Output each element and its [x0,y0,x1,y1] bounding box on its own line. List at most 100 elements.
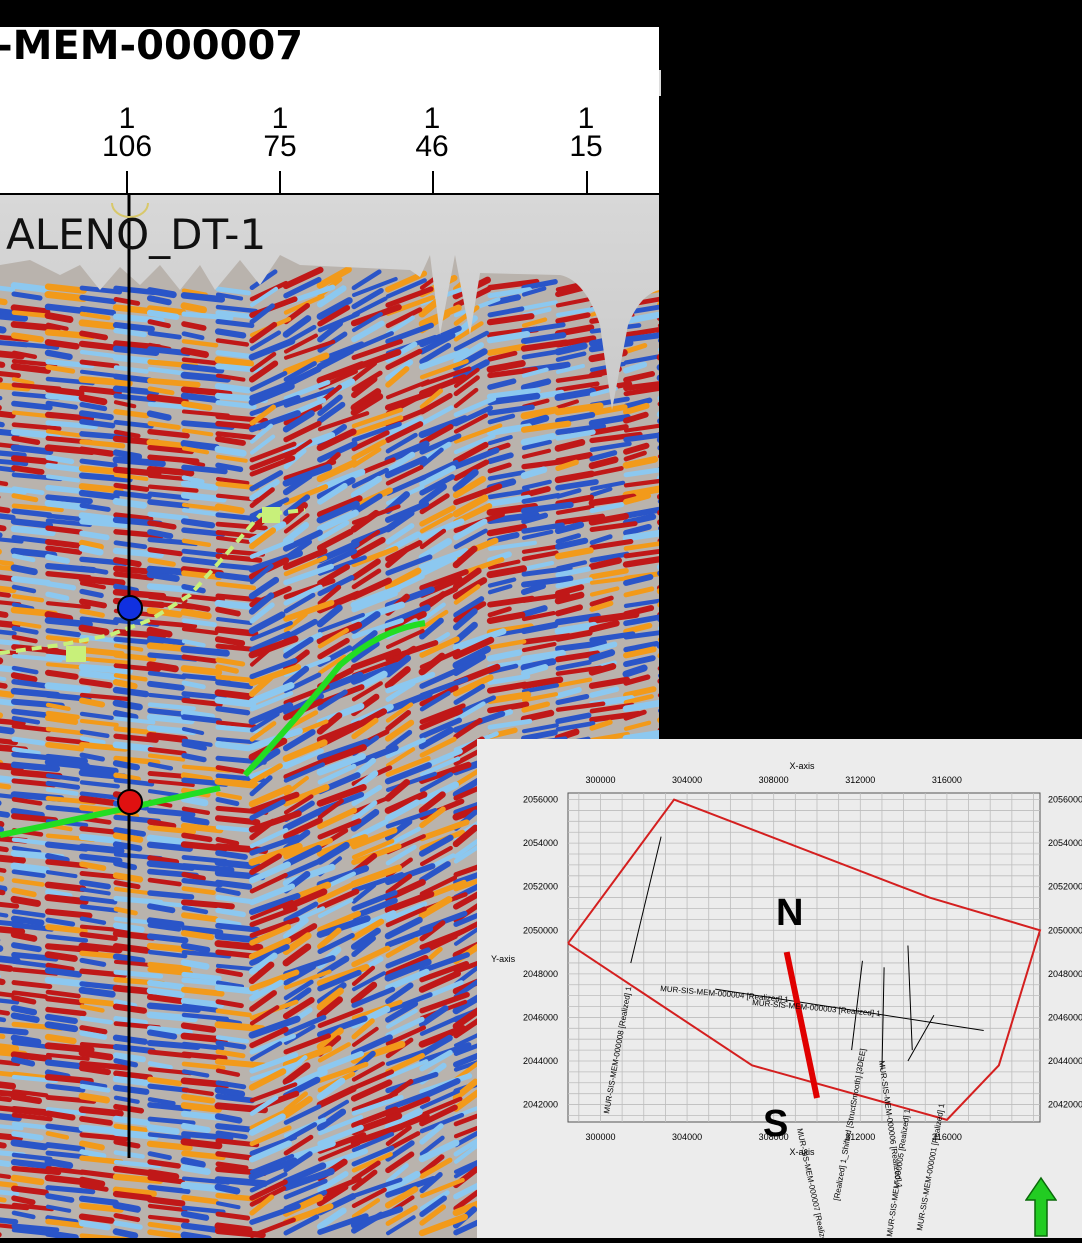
reflector-segment [184,902,232,906]
reflector-segment [218,1096,252,1100]
reflector-segment [150,313,176,317]
trace-header-row2: 106 [92,133,162,161]
reflector-segment [150,684,182,688]
reflector-segment [184,915,215,919]
trace-axis [0,165,659,195]
trace-header-46: 1 46 [397,105,467,161]
y-tick-label: 2046000 [523,1012,558,1022]
reflector-segment [116,1194,149,1198]
reflector-segment [48,980,84,984]
reflector-segment [48,1234,76,1238]
reflector-segment [218,682,250,686]
y-tick-label: 2050000 [523,925,558,935]
reflector-segment [82,1110,120,1114]
y-tick-label: 2042000 [1048,1100,1082,1110]
reflector-segment [150,575,176,579]
reflector-segment [0,1045,16,1049]
reflector-segment [150,991,181,995]
horizon-pick [262,507,280,523]
reflector-segment [150,1033,174,1037]
reflector-segment [82,990,112,994]
reflector-segment [48,745,81,749]
reflector-segment [82,837,118,841]
reflector-segment [82,673,117,677]
reflector-segment [82,450,111,454]
trace-header-75: 1 75 [245,105,315,161]
reflector-segment [184,396,217,400]
reflector-segment [184,819,206,823]
well-marker-top [118,596,142,620]
reflector-segment [116,745,151,749]
reflector-segment [48,927,85,931]
reflector-segment [184,717,219,721]
reflector-segment [218,1025,262,1029]
reflector-segment [48,307,82,311]
reflector-segment [82,1199,116,1203]
reflector-segment [116,946,147,950]
reflector-segment [184,559,218,563]
reflector-segment [116,1079,147,1083]
y-tick-label: 2050000 [1048,925,1082,935]
reflector-segment [48,503,84,507]
reflector-segment [14,711,49,715]
reflector-segment [218,853,245,857]
y-tick-label: 2054000 [523,838,558,848]
reflector-segment [14,890,34,894]
trace-header-106: 1 106 [92,105,162,161]
reflector-segment [14,404,50,408]
reflector-segment [0,1082,13,1086]
plot-area [568,793,1040,1122]
reflector-segment [218,639,242,643]
reflector-segment [14,367,48,371]
reflector-segment [82,333,105,337]
reflector-segment [14,579,48,583]
trace-header-row2: 15 [551,133,621,161]
reflector-segment [150,502,187,506]
trace-header-15: 1 15 [551,105,621,161]
reflector-segment [14,1016,36,1020]
reflector-segment [82,1180,102,1184]
reflector-segment [184,404,209,408]
y-tick-label: 2046000 [1048,1012,1082,1022]
reflector-segment [184,1142,219,1146]
reflector-segment [82,398,104,402]
north-marker: N [776,892,803,935]
reflector-segment [48,885,83,889]
reflector-segment [48,316,70,320]
reflector-segment [184,1105,219,1109]
reflector-segment [82,701,102,705]
x-tick-label: 312000 [845,775,875,785]
reflector-segment [48,970,79,974]
reflector-segment [82,1096,107,1100]
reflector-segment [14,1008,34,1012]
reflector-segment [150,1199,182,1203]
reflector-segment [218,700,253,704]
reflector-segment [184,484,215,488]
reflector-segment [116,690,146,694]
reflector-segment [14,1178,41,1182]
reflector-segment [82,493,116,497]
reflector-segment [218,883,249,887]
reflector-segment [218,1090,242,1094]
reflector-segment [218,449,243,453]
reflector-segment [48,353,70,357]
reflector-segment [48,542,81,546]
reflector-segment [116,713,135,717]
reflector-segment [218,744,249,748]
reflector-segment [82,1068,108,1072]
y-tick-label: 2044000 [1048,1056,1082,1066]
up-arrow-icon [1025,1176,1057,1238]
reflector-segment [116,763,137,767]
reflector-segment [82,1223,108,1227]
reflector-segment [116,1088,146,1092]
reflector-segment [82,516,116,520]
reflector-segment [82,1053,110,1057]
reflector-segment [48,1114,72,1118]
reflector-segment [82,628,106,632]
reflector-segment [184,1126,208,1130]
reflector-segment [14,285,45,289]
well-label: ALENO_DT-1 [6,210,266,259]
reflector-segment [150,523,174,527]
reflector-segment [82,857,119,861]
reflector-segment [184,521,212,525]
